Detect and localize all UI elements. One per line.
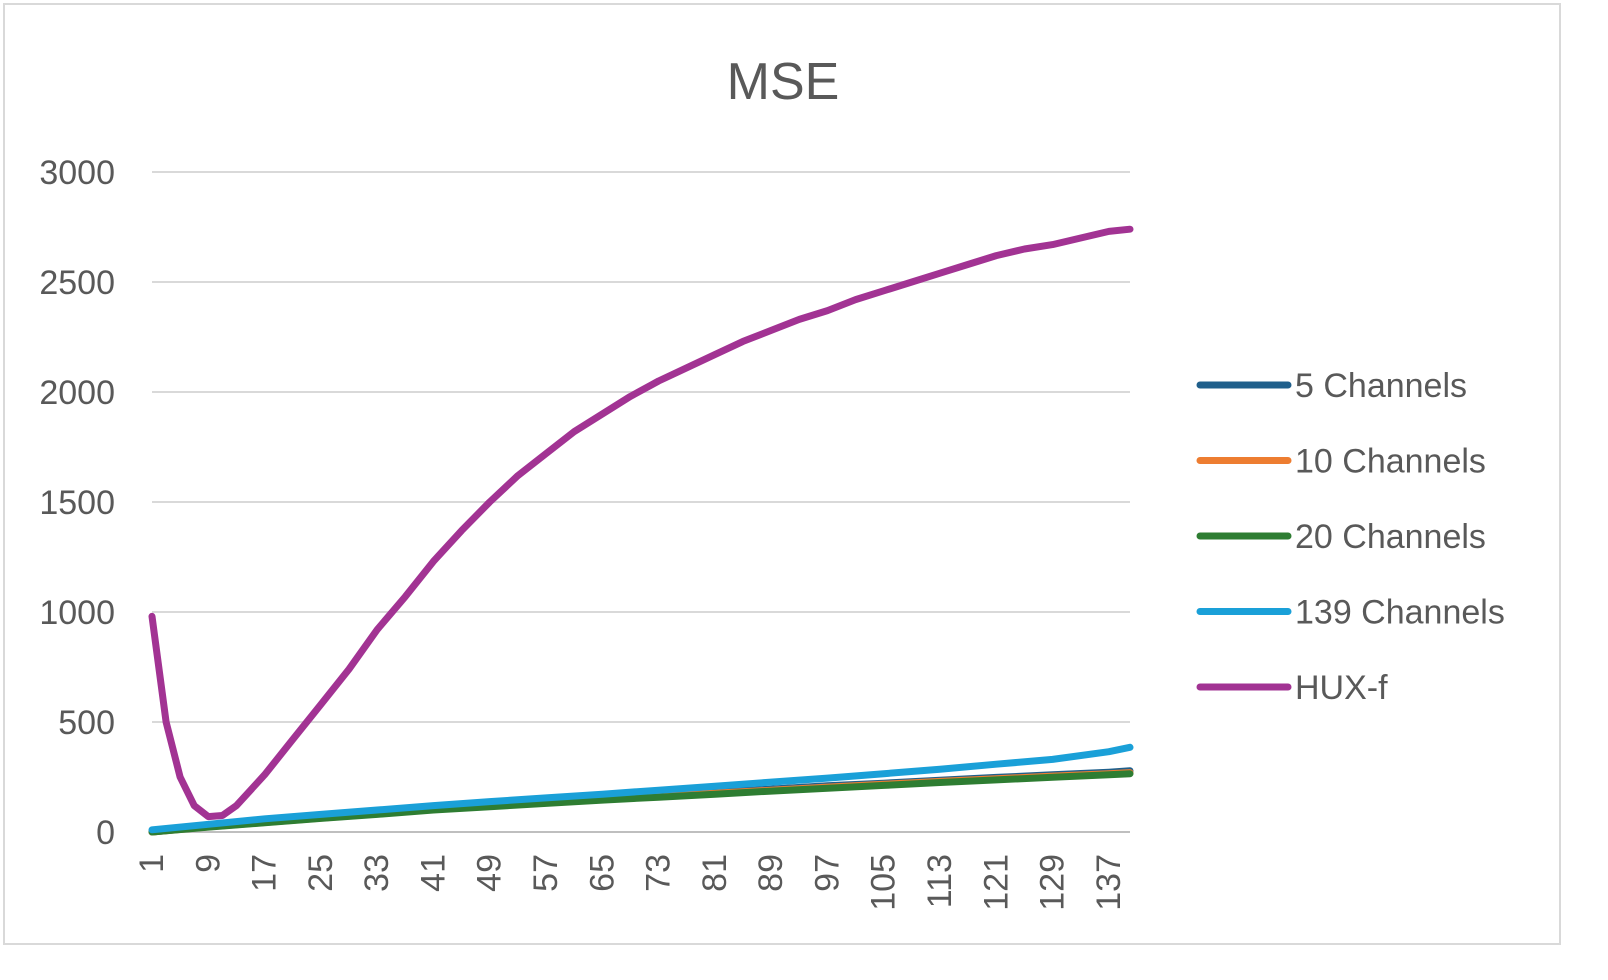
x-axis-ticks: 1 9 17 25 33 41 49 57 65 73 81 89 97 105 113 121 129 137 xyxy=(133,854,1128,911)
x-tick-label: 1 xyxy=(133,854,171,873)
legend-label-20-channels: 20 Channels xyxy=(1295,518,1486,556)
x-tick-label: 65 xyxy=(583,854,621,892)
y-axis-ticks: 0 500 1000 1500 2000 2500 3000 xyxy=(39,154,115,852)
x-tick-label: 49 xyxy=(471,854,509,892)
x-tick-label: 81 xyxy=(696,854,734,892)
x-tick-label: 105 xyxy=(865,854,903,911)
y-tick-label: 1500 xyxy=(39,484,115,522)
x-tick-label: 129 xyxy=(1034,854,1072,911)
y-tick-label: 0 xyxy=(96,814,115,852)
x-tick-label: 17 xyxy=(246,854,284,892)
y-tick-label: 500 xyxy=(58,704,115,742)
x-tick-label: 41 xyxy=(414,854,452,892)
y-tick-label: 1000 xyxy=(39,594,115,632)
y-tick-label: 2000 xyxy=(39,374,115,412)
x-tick-label: 73 xyxy=(640,854,678,892)
chart-title: MSE xyxy=(727,53,840,111)
series-line-139-channels xyxy=(148,743,1134,834)
y-tick-label: 2500 xyxy=(39,264,115,302)
x-tick-label: 9 xyxy=(189,854,227,873)
series-lines xyxy=(148,225,1134,836)
line-chart: MSE 0 500 1000 1500 2000 2500 3000 1 9 17 25 33 41 4… xyxy=(39,53,1505,911)
x-tick-label: 25 xyxy=(302,854,340,892)
y-tick-label: 3000 xyxy=(39,154,115,192)
x-tick-label: 89 xyxy=(752,854,790,892)
x-tick-label: 33 xyxy=(358,854,396,892)
x-tick-label: 97 xyxy=(808,854,846,892)
legend-label-hux-f: HUX-f xyxy=(1295,669,1388,707)
legend-label-139-channels: 139 Channels xyxy=(1295,594,1505,632)
x-tick-label: 113 xyxy=(921,854,959,908)
legend: 5 Channels 10 Channels 20 Channels 139 Chan… xyxy=(1196,367,1505,707)
series-line-hux-f xyxy=(148,225,1134,821)
chart-frame: MSE 0 500 1000 1500 2000 2500 3000 1 9 17 25 33 41 4… xyxy=(3,3,1561,945)
legend-label-5-channels: 5 Channels xyxy=(1295,367,1467,405)
legend-label-10-channels: 10 Channels xyxy=(1295,443,1486,481)
series-line-20-channels xyxy=(148,770,1134,836)
x-tick-label: 137 xyxy=(1090,854,1128,911)
x-tick-label: 121 xyxy=(977,854,1015,911)
x-tick-label: 57 xyxy=(527,854,565,892)
